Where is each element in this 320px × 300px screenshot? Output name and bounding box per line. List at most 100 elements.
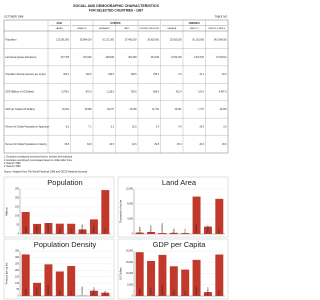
y-axis-label: Persons per sq km (5, 263, 9, 285)
group-header: ASIA (56, 22, 62, 25)
table-cell: 669.0 (153, 92, 159, 94)
table-cell: 2,376.0 (61, 92, 69, 94)
group-header: EUROPE (110, 22, 121, 25)
table-cell: 122,091,000 (56, 39, 69, 41)
table-cell: 190.5 (131, 74, 137, 76)
chart-frame (117, 238, 229, 300)
table-no: TABLE NO. (215, 15, 229, 19)
table-cell: 55,884,000 (80, 39, 92, 41)
y-tick-label: 100 (15, 283, 20, 285)
bar-label: Japan (138, 226, 141, 233)
bar (21, 212, 30, 234)
table-cell: 4.9 (178, 126, 182, 128)
y-tick-label: 250 (15, 263, 20, 265)
chart-title: Population (47, 178, 82, 187)
chart-frame (3, 176, 115, 238)
table-cell: 15,568 (84, 109, 92, 111)
y-tick-label: 100 (15, 216, 20, 218)
bar (181, 233, 190, 234)
table-cell: 26.0 (200, 126, 205, 128)
bar (158, 254, 167, 296)
table-cell: 61,171,000 (103, 39, 115, 41)
bar-label: Germany (47, 222, 50, 233)
bar (55, 271, 64, 296)
table-cell: 547,026 (83, 57, 92, 59)
table-cell: 10.5 (132, 126, 137, 128)
bar-label: Italy (58, 228, 61, 233)
y-tick-label: 0 (132, 234, 134, 236)
column-header: JAPAN (56, 27, 63, 30)
row-label: Population (6, 38, 18, 41)
table-cell: 16,061 (174, 109, 182, 111)
bar (147, 231, 156, 234)
table-cell: 26.0 (222, 74, 227, 76)
table-cell: 8.3 (66, 126, 70, 128)
table-frame (3, 19, 229, 154)
bar (21, 254, 30, 296)
bar-label: France (150, 287, 153, 295)
bar (169, 266, 178, 296)
y-tick-label: 10,000 (126, 273, 134, 275)
column-header: FRANCE (77, 27, 87, 30)
bar-label: U.S. (104, 228, 107, 233)
bar-label: Italy (172, 290, 175, 295)
table-cell: 248,630 (106, 57, 115, 59)
column-header: UNITED STATES (208, 27, 225, 30)
doc-date: OCTOBER 1988 (4, 15, 24, 19)
bar-label: Mexico (93, 287, 96, 295)
table-cell: 9,372,614 (216, 57, 227, 59)
y-tick-label: 150 (15, 207, 20, 209)
table-cell: 233.3 (153, 74, 159, 76)
bar-label: Italy (172, 228, 175, 233)
table-cell: 301,268 (128, 57, 137, 59)
bar (101, 292, 110, 296)
y-axis-label: US Dollars (119, 267, 123, 280)
bar-label: Germany (161, 222, 164, 233)
bar (215, 198, 224, 234)
table-cell: 323.2 (63, 74, 69, 76)
table-cell: 19,461 (62, 109, 70, 111)
bar-label: France (150, 225, 153, 233)
table-cell: 412.0 (176, 92, 182, 94)
table-cell: 32.6 (132, 144, 137, 146)
chart-title: GDP per Capita (153, 240, 207, 249)
table-cell: 7.1 (88, 126, 92, 128)
table-cell: 18,277 (107, 109, 115, 111)
table-cell: 81,163,000 (193, 39, 205, 41)
y-tick-label: 0 (18, 234, 20, 236)
table-cell: 26.6 (222, 144, 227, 146)
bar-label: U.S. (104, 290, 107, 295)
row-label: Percent of Civilian Population in Agricu… (6, 125, 51, 128)
chart-title: Population Density (34, 240, 97, 249)
bar-label: U.K. (184, 290, 187, 295)
y-tick-label: 350 (15, 251, 20, 253)
y-tick-label: 0 (18, 296, 20, 298)
bar-label: Germany (161, 284, 164, 295)
row-label: Population Density (persons per sq km) (6, 73, 46, 76)
table-cell: 5.2 (111, 126, 115, 128)
table-cell: 20.0 (200, 144, 205, 146)
y-tick-label: 50 (16, 289, 19, 291)
table-cell: 41.1 (200, 74, 205, 76)
bar (158, 233, 167, 234)
bar-label: Japan (24, 226, 27, 233)
table-cell: 3.0 (223, 126, 227, 128)
table-cell: 25.3 (177, 144, 182, 146)
bar (78, 229, 87, 234)
row-label: GDP per Capita (US Dollars) (6, 108, 36, 111)
bar (67, 266, 76, 296)
y-tick-label: 8,000 (127, 204, 133, 206)
bar (44, 222, 53, 234)
table-cell: 102.2 (86, 74, 92, 76)
note: 1. Excludes unemployed and armed forces;… (4, 156, 73, 159)
bar (33, 223, 42, 234)
y-tick-label: 200 (15, 198, 20, 200)
table-cell: 1,737 (198, 109, 204, 111)
note: 4. Data for 1985. (4, 165, 21, 168)
bar (203, 292, 212, 296)
table-cell: 870.0 (86, 92, 92, 94)
y-axis-label: Thousands of sq km (119, 200, 123, 223)
chart-frame (3, 238, 115, 300)
bar-label: Mexico (207, 287, 210, 295)
bar (33, 282, 42, 296)
